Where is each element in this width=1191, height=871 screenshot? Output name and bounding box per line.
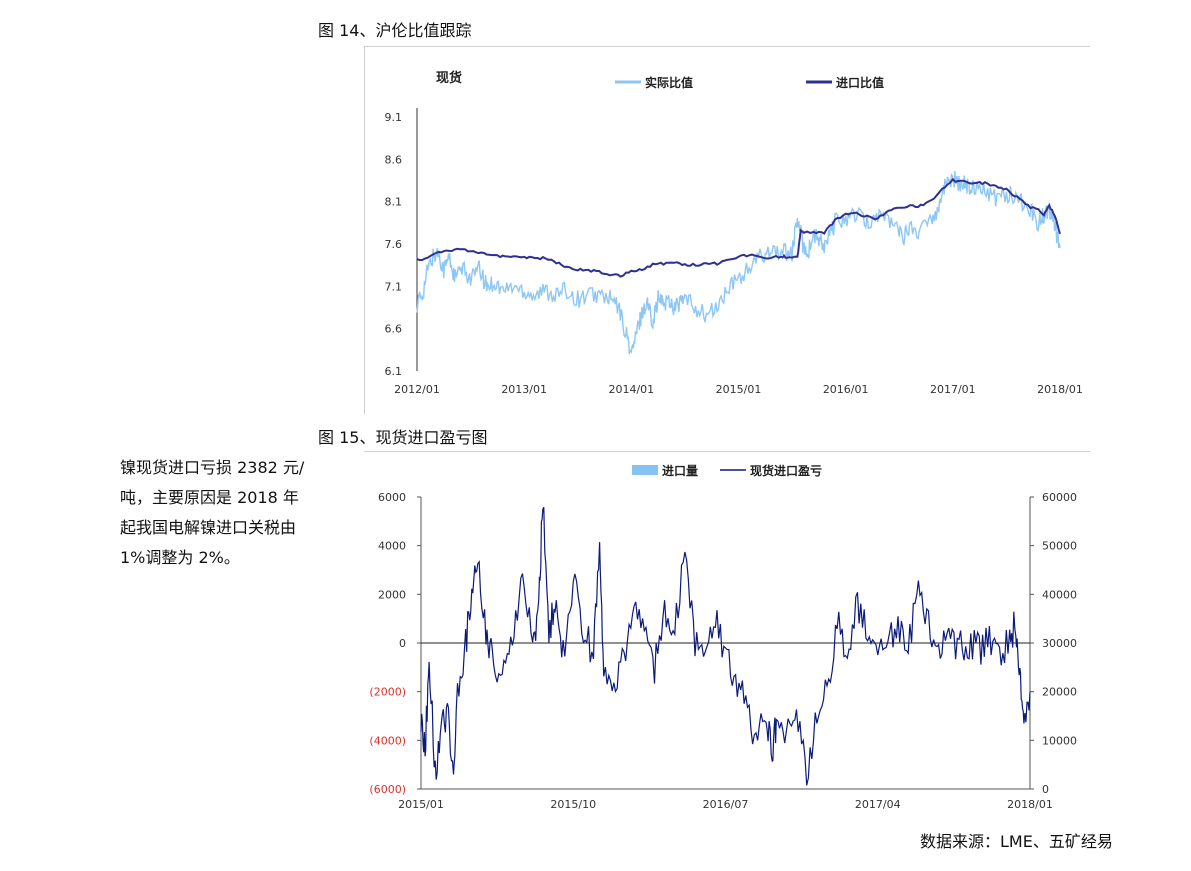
figure-14-top-border: [364, 46, 1090, 47]
fig15-series-profit-loss: [420, 506, 1031, 786]
figure-15-title: 图 15、现货进口盈亏图: [318, 428, 488, 447]
fig14-legend-label: 实际比值: [645, 75, 693, 90]
fig15-left-tick-label: (2000): [369, 686, 406, 699]
fig15-right-tick-label: 0: [1042, 783, 1049, 796]
fig15-right-tick-label: 10000: [1042, 734, 1077, 747]
fig15-x-tick-label: 2016/07: [703, 798, 749, 811]
fig15-legend-label: 进口量: [662, 463, 698, 478]
fig14-y-tick-label: 9.1: [385, 111, 403, 124]
fig14-y-tick-label: 8.1: [385, 196, 403, 209]
fig15-left-tick-label: (6000): [369, 783, 406, 796]
fig14-series-actual-ratio: [416, 171, 1061, 355]
figure-14-title: 图 14、沪伦比值跟踪: [318, 21, 472, 40]
fig15-x-tick-label: 2018/01: [1007, 798, 1053, 811]
fig15-left-tick-label: (4000): [369, 734, 406, 747]
fig14-legend-label: 进口比值: [836, 75, 884, 90]
fig14-unit-label: 现货: [436, 70, 462, 86]
fig14-x-tick-label: 2012/01: [394, 383, 440, 396]
data-source-note: 数据来源：LME、五矿经易: [920, 832, 1113, 851]
fig15-x-tick-label: 2015/01: [398, 798, 444, 811]
fig14-y-tick-label: 8.6: [385, 153, 403, 166]
fig14-x-tick-label: 2016/01: [823, 383, 869, 396]
fig14-x-tick-label: 2013/01: [501, 383, 547, 396]
fig15-left-tick-label: 6000: [378, 491, 406, 504]
fig14-y-tick-label: 7.6: [385, 238, 403, 251]
fig15-left-tick-label: 4000: [378, 540, 406, 553]
fig14-y-tick-label: 7.1: [385, 280, 403, 293]
fig14-x-tick-label: 2018/01: [1037, 383, 1083, 396]
fig15-right-tick-label: 20000: [1042, 686, 1077, 699]
fig15-legend-label: 现货进口盈亏: [750, 463, 822, 478]
figure-15-top-border: [364, 451, 1090, 452]
fig15-legend-swatch-bars: [632, 465, 658, 475]
fig15-left-tick-label: 2000: [378, 588, 406, 601]
figure-14-left-border: [364, 46, 365, 414]
fig15-x-tick-label: 2017/04: [855, 798, 901, 811]
fig14-y-tick-label: 6.6: [385, 323, 403, 336]
fig15-right-tick-label: 30000: [1042, 637, 1077, 650]
fig15-left-tick-label: 0: [399, 637, 406, 650]
fig14-y-tick-label: 6.1: [385, 365, 403, 378]
fig15-right-tick-label: 40000: [1042, 588, 1077, 601]
fig15-x-tick-label: 2015/10: [550, 798, 596, 811]
fig15-right-tick-label: 60000: [1042, 491, 1077, 504]
commentary-text: 镍现货进口亏损 2382 元/吨，主要原因是 2018 年起我国电解镍进口关税由…: [120, 458, 305, 567]
fig14-x-tick-label: 2017/01: [930, 383, 976, 396]
fig14-series-import-ratio: [416, 177, 1061, 278]
fig14-x-tick-label: 2014/01: [608, 383, 654, 396]
fig15-right-tick-label: 50000: [1042, 540, 1077, 553]
fig14-x-tick-label: 2015/01: [716, 383, 762, 396]
